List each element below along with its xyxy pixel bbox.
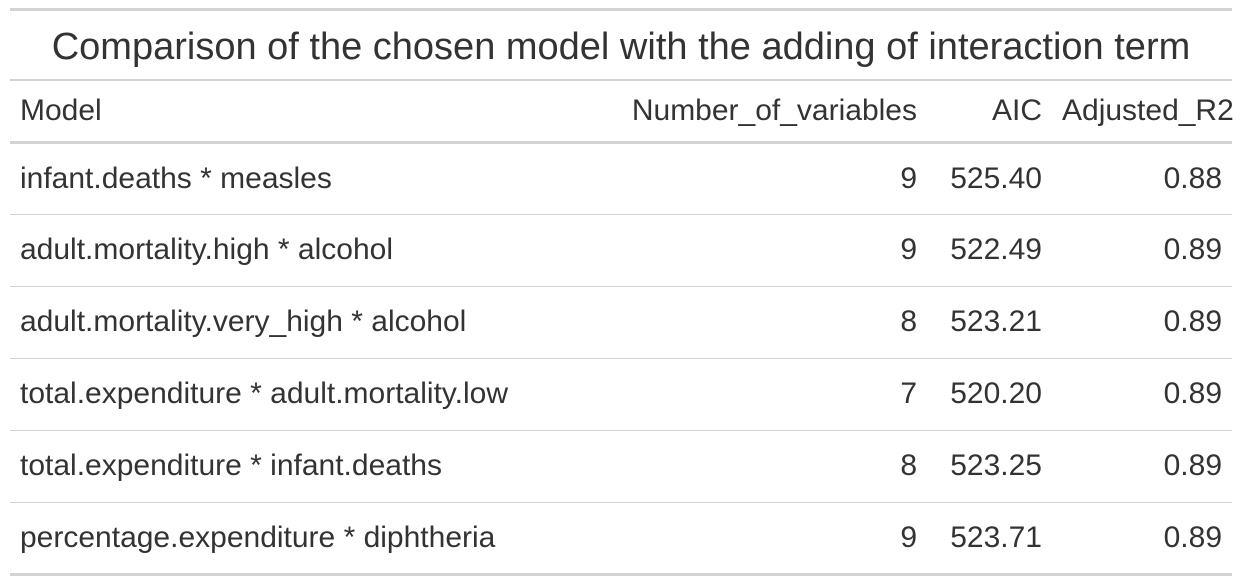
cell-number-of-variables: 8 (580, 286, 927, 359)
column-header-number-of-variables: Number_of_variables (580, 79, 927, 144)
cell-aic: 523.25 (927, 430, 1052, 503)
cell-model: adult.mortality.very_high * alcohol (10, 286, 580, 359)
table-row: total.expenditure * adult.mortality.low … (10, 358, 1232, 431)
cell-adjusted-r2: 0.89 (1052, 214, 1232, 287)
table-row: percentage.expenditure * diphtheria 9 52… (10, 502, 1232, 576)
cell-adjusted-r2: 0.89 (1052, 430, 1232, 503)
cell-aic: 523.71 (927, 502, 1052, 576)
table-container: Comparison of the chosen model with the … (10, 8, 1234, 576)
cell-number-of-variables: 7 (580, 358, 927, 431)
cell-number-of-variables: 9 (580, 214, 927, 287)
column-header-aic: AIC (927, 79, 1052, 144)
top-rule (10, 8, 1232, 11)
cell-number-of-variables: 9 (580, 142, 927, 215)
column-header-adjusted-r2: Adjusted_R2 (1052, 79, 1234, 144)
cell-number-of-variables: 8 (580, 430, 927, 503)
cell-adjusted-r2: 0.89 (1052, 286, 1232, 359)
cell-aic: 522.49 (927, 214, 1052, 287)
comparison-table: Model Number_of_variables AIC Adjusted_R… (10, 79, 1234, 576)
table-row: infant.deaths * measles 9 525.40 0.88 (10, 142, 1232, 215)
cell-model: percentage.expenditure * diphtheria (10, 502, 580, 576)
cell-number-of-variables: 9 (580, 502, 927, 576)
table-row: adult.mortality.high * alcohol 9 522.49 … (10, 214, 1232, 287)
cell-model: infant.deaths * measles (10, 142, 580, 215)
cell-model: total.expenditure * infant.deaths (10, 430, 580, 503)
table-title: Comparison of the chosen model with the … (51, 26, 1191, 68)
cell-adjusted-r2: 0.89 (1052, 358, 1232, 431)
table-row: adult.mortality.very_high * alcohol 8 52… (10, 286, 1232, 359)
header-row: Model Number_of_variables AIC Adjusted_R… (10, 79, 1234, 144)
column-header-model: Model (10, 79, 580, 144)
cell-model: total.expenditure * adult.mortality.low (10, 358, 580, 431)
cell-model: adult.mortality.high * alcohol (10, 214, 580, 287)
cell-aic: 523.21 (927, 286, 1052, 359)
cell-adjusted-r2: 0.89 (1052, 502, 1232, 576)
cell-adjusted-r2: 0.88 (1052, 142, 1232, 215)
cell-aic: 525.40 (927, 142, 1052, 215)
table-row: total.expenditure * infant.deaths 8 523.… (10, 430, 1232, 503)
cell-aic: 520.20 (927, 358, 1052, 431)
